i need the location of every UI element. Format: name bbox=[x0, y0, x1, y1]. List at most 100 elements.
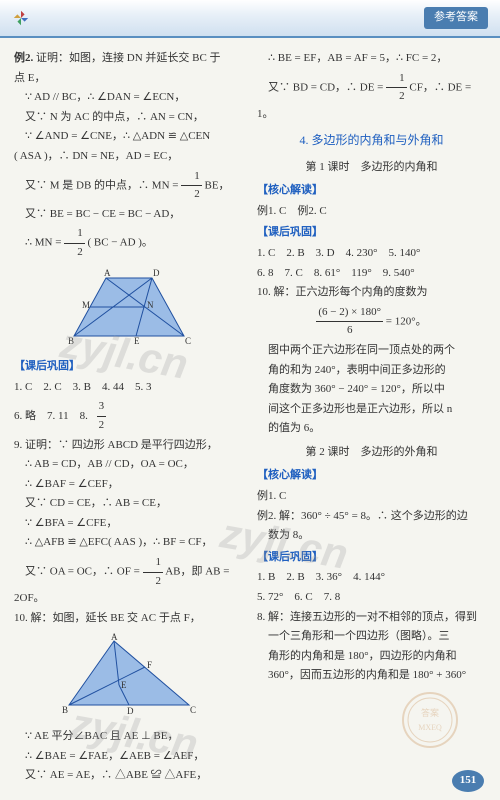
svg-text:F: F bbox=[147, 660, 152, 670]
q10-line: 又∵ AE = AE，∴ △ABE ≌ △AFE， bbox=[14, 767, 243, 785]
denominator: 2 bbox=[386, 88, 407, 106]
ex2-line: ( ASA )，∴ DN = NE，AD = EC， bbox=[14, 148, 243, 166]
q10r-line: 的值为 6。 bbox=[257, 420, 486, 438]
ex2-line: 又∵ M 是 DB 的中点，∴ MN = 12 BE， bbox=[14, 168, 243, 204]
fraction-half: 12 bbox=[386, 70, 407, 106]
svg-text:B: B bbox=[62, 705, 68, 715]
q9-line: ∴ △AFB ≌ △EFC( AAS )，∴ BF = CF， bbox=[14, 534, 243, 552]
ex2-line: ∵ ∠AND = ∠CNE，∴ △ADN ≌ △CEN bbox=[14, 128, 243, 146]
ex2-line: 证明：如图，连接 DN 并延长交 BC 于 bbox=[36, 52, 221, 64]
q9-line: ∵ ∠BFA = ∠CFE， bbox=[14, 515, 243, 533]
core-answers: 例1. C 例2. C bbox=[257, 203, 486, 221]
q10-line: ∵ AE 平分∠BAC 且 AE ⊥ BE， bbox=[14, 728, 243, 746]
lesson-2-title: 第 2 课时 多边形的外角和 bbox=[257, 444, 486, 462]
svg-text:C: C bbox=[185, 336, 191, 346]
numerator: 1 bbox=[143, 554, 164, 573]
q10r-line: 图中两个正六边形在同一顶点处的两个 bbox=[257, 342, 486, 360]
svg-text:B: B bbox=[68, 336, 74, 346]
denominator: 6 bbox=[316, 322, 383, 340]
q8-line: 8. 解：连接五边形的一对不相邻的顶点，得到 bbox=[257, 609, 486, 627]
text: 又∵ BD = CD，∴ DE = bbox=[268, 81, 383, 93]
svg-text:A: A bbox=[104, 268, 111, 278]
section-4-title: 4. 多边形的内角和与外角和 bbox=[257, 131, 486, 150]
ex2-line: ∴ MN = 12 ( BC − AD )。 bbox=[14, 225, 243, 261]
text: 又∵ OA = OC，∴ OF = bbox=[25, 566, 140, 578]
fraction-half: 12 bbox=[64, 225, 85, 261]
q9-line: 又∵ CD = CE，∴ AB = CE， bbox=[14, 495, 243, 513]
page-number-badge: 151 bbox=[452, 770, 484, 792]
r-line: 又∵ BD = CD，∴ DE = 12 CF，∴ DE = 1。 bbox=[257, 70, 486, 124]
diagram-triangle: A F E D B C bbox=[14, 633, 243, 722]
q9-line: ∴ AB = CD，AB // CD，OA = OC， bbox=[14, 456, 243, 474]
text: 又∵ M 是 DB 的中点，∴ MN = bbox=[25, 179, 179, 191]
svg-text:N: N bbox=[147, 300, 154, 310]
ex2-line: ∵ AD // BC，∴ ∠DAN = ∠ECN， bbox=[14, 89, 243, 107]
q10-line: ∴ ∠BAE = ∠FAE，∠AEB = ∠AEF， bbox=[14, 748, 243, 766]
left-column: 例2. 证明：如图，连接 DN 并延长交 BC 于 点 E， ∵ AD // B… bbox=[14, 48, 243, 787]
q8-line: 角形的内角和是 180°，四边形的内角和 bbox=[257, 648, 486, 666]
ex2-line: 又∵ BE = BC − CE = BC − AD， bbox=[14, 206, 243, 224]
diagram-trapezoid: A D M N B E C bbox=[14, 268, 243, 353]
header-left bbox=[12, 9, 30, 27]
q9-line: ∴ ∠BAF = ∠CEF， bbox=[14, 476, 243, 494]
svg-text:C: C bbox=[190, 705, 196, 715]
fraction-half: 12 bbox=[181, 168, 202, 204]
text: ( BC − AD )。 bbox=[87, 237, 152, 249]
text: BE， bbox=[205, 179, 230, 191]
q10r-line: 角度数为 360° − 240° = 120°，所以中 bbox=[257, 381, 486, 399]
denominator: 2 bbox=[64, 244, 85, 262]
r-line: ∴ BE = EF，AB = AF = 5，∴ FC = 2， bbox=[257, 50, 486, 68]
numerator: 1 bbox=[64, 225, 85, 244]
text: = 120°。 bbox=[386, 315, 427, 327]
windmill-icon bbox=[12, 9, 30, 27]
ex2-line: 点 E， bbox=[14, 70, 243, 88]
numerator: (6 − 2) × 180° bbox=[316, 304, 383, 323]
svg-text:E: E bbox=[121, 680, 127, 690]
q10r-frac: (6 − 2) × 180°6 = 120°。 bbox=[257, 304, 486, 340]
denominator: 2 bbox=[97, 417, 107, 435]
svg-text:E: E bbox=[134, 336, 140, 346]
svg-text:A: A bbox=[111, 633, 118, 642]
answer-row: 6. 略 7. 11 8. 32 bbox=[14, 398, 243, 434]
svg-text:M: M bbox=[82, 300, 90, 310]
svg-text:答案: 答案 bbox=[421, 707, 439, 718]
section-consolidate: 【课后巩固】 bbox=[14, 358, 243, 376]
q10r-line: 角的和为 240°，表明中间正多边形的 bbox=[257, 362, 486, 380]
answer-row: 1. B 2. B 3. 36° 4. 144° bbox=[257, 569, 486, 587]
fraction-half: 12 bbox=[143, 554, 164, 590]
q10-line: 10. 解：如图，延长 BE 交 AC 于点 F， bbox=[14, 610, 243, 628]
core2-ex1: 例1. C bbox=[257, 488, 486, 506]
fraction: 32 bbox=[97, 398, 113, 434]
core2-ex2: 例2. 解：360° ÷ 45° = 8。∴ 这个多边形的边 bbox=[257, 508, 486, 526]
example-2: 例2. 证明：如图，连接 DN 并延长交 BC 于 bbox=[14, 50, 243, 68]
logo-stamp-icon: 答案 MXEQ bbox=[400, 690, 460, 750]
core2-ex2: 数为 8。 bbox=[257, 527, 486, 545]
q8-line: 360°，因而五边形的内角和是 180° + 360° bbox=[257, 667, 486, 685]
svg-text:MXEQ: MXEQ bbox=[418, 723, 442, 732]
numerator: 3 bbox=[97, 398, 107, 417]
q9-line: 又∵ OA = OC，∴ OF = 12 AB，即 AB = 2OF。 bbox=[14, 554, 243, 608]
ex2-label: 例2. bbox=[14, 52, 33, 64]
text: 6. 略 7. 11 8. bbox=[14, 410, 88, 422]
answer-row: 1. C 2. C 3. B 4. 44 5. 3 bbox=[14, 379, 243, 397]
consolidate2-title: 【课后巩固】 bbox=[257, 549, 486, 567]
numerator: 1 bbox=[181, 168, 202, 187]
svg-text:D: D bbox=[127, 706, 134, 715]
q8-line: 一个三角形和一个四边形（图略）。三 bbox=[257, 628, 486, 646]
q10r-line: 间这个正多边形也是正六边形，所以 n bbox=[257, 401, 486, 419]
q9-line: 9. 证明：∵ 四边形 ABCD 是平行四边形， bbox=[14, 437, 243, 455]
header-tab: 参考答案 bbox=[424, 7, 488, 29]
answer-row: 5. 72° 6. C 7. 8 bbox=[257, 589, 486, 607]
lesson-1-title: 第 1 课时 多边形的内角和 bbox=[257, 159, 486, 177]
core-reading-title: 【核心解读】 bbox=[257, 182, 486, 200]
denominator: 2 bbox=[143, 573, 164, 591]
numerator: 1 bbox=[386, 70, 407, 89]
svg-text:D: D bbox=[153, 268, 160, 278]
answer-row: 6. 8 7. C 8. 61° 119° 9. 540° bbox=[257, 265, 486, 283]
denominator: 2 bbox=[181, 186, 202, 204]
content-area: 例2. 证明：如图，连接 DN 并延长交 BC 于 点 E， ∵ AD // B… bbox=[0, 38, 500, 797]
q10r-line: 10. 解：正六边形每个内角的度数为 bbox=[257, 284, 486, 302]
core-reading-title: 【核心解读】 bbox=[257, 467, 486, 485]
text: ∴ MN = bbox=[25, 237, 61, 249]
ex2-line: 又∵ N 为 AC 的中点，∴ AN = CN， bbox=[14, 109, 243, 127]
